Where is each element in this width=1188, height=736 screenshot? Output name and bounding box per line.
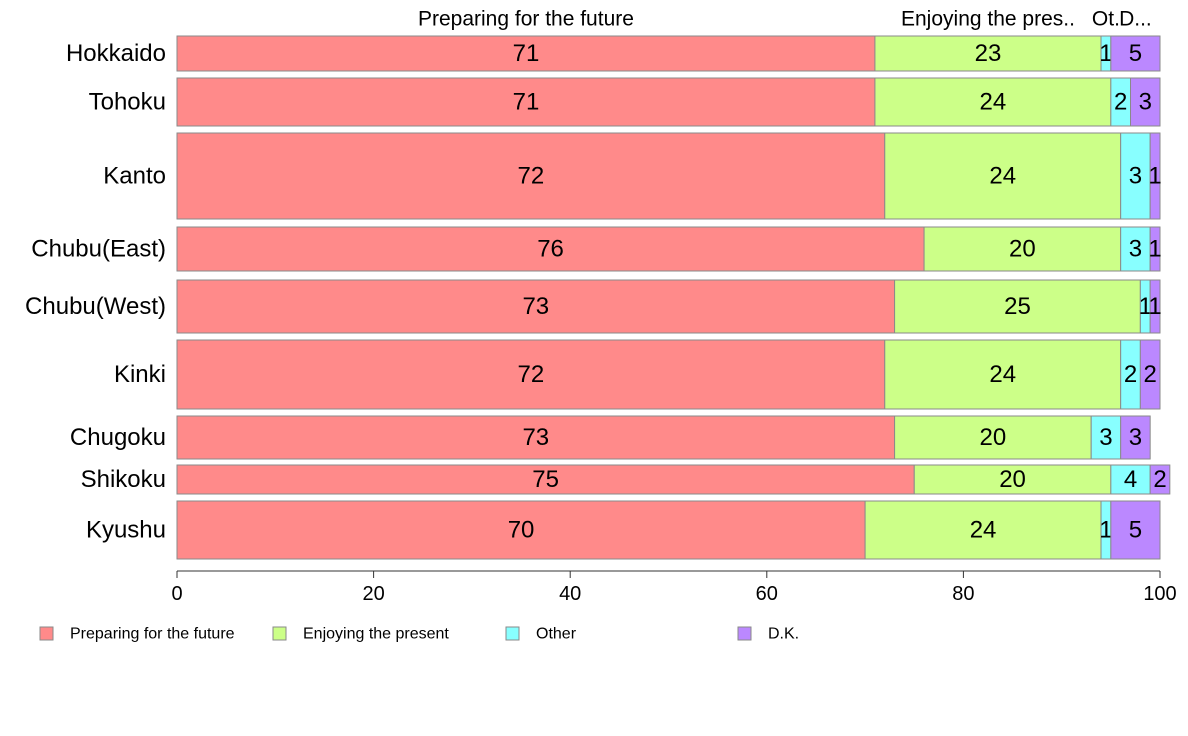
- data-label: 24: [970, 517, 997, 544]
- legend-swatch: [505, 626, 520, 641]
- bar-segment: [913, 464, 1112, 495]
- bar-segment: [176, 77, 876, 127]
- data-label: 23: [975, 40, 1002, 67]
- category-label: Kyushu: [86, 517, 166, 544]
- category-label: Tohoku: [89, 89, 166, 116]
- bar-segment: [1149, 226, 1161, 272]
- x-tick-label: 80: [952, 583, 974, 605]
- data-label: 3: [1099, 424, 1112, 451]
- data-label: 24: [989, 361, 1016, 388]
- category-label: Chubu(East): [31, 236, 166, 263]
- data-label: 2: [1124, 361, 1137, 388]
- x-tick-label: 0: [171, 583, 182, 605]
- data-label: 1: [1099, 40, 1112, 67]
- bar-segment: [874, 77, 1112, 127]
- bar-segment: [884, 339, 1122, 410]
- data-label: 72: [518, 361, 545, 388]
- data-label: 20: [980, 424, 1007, 451]
- bar-segment: [176, 132, 886, 220]
- data-label: 1: [1139, 293, 1152, 320]
- legend-label: Preparing for the future: [70, 626, 235, 643]
- data-label: 3: [1129, 424, 1142, 451]
- x-tick-label: 60: [756, 583, 778, 605]
- bar-segment: [1120, 415, 1151, 460]
- bar-segment: [1149, 132, 1161, 220]
- bar-segment: [1090, 415, 1122, 460]
- bar-segment: [1110, 35, 1161, 72]
- data-label: 2: [1153, 466, 1166, 493]
- top-column-label: D...: [1119, 8, 1152, 31]
- data-label: 2: [1143, 361, 1156, 388]
- legend-swatch: [39, 626, 54, 641]
- data-label: 70: [508, 517, 535, 544]
- data-label: 71: [513, 89, 540, 116]
- data-label: 72: [518, 163, 545, 190]
- bar-segment: [874, 35, 1102, 72]
- data-label: 3: [1129, 163, 1142, 190]
- data-label: 1: [1148, 293, 1161, 320]
- top-column-label: Preparing for the future: [418, 8, 634, 31]
- bar-segment: [894, 415, 1092, 460]
- data-label: 24: [980, 89, 1007, 116]
- category-label: Chubu(West): [25, 293, 166, 320]
- x-tick-label: 20: [362, 583, 384, 605]
- data-label: 76: [537, 236, 564, 263]
- data-label: 4: [1124, 466, 1137, 493]
- category-label: Chugoku: [70, 424, 166, 451]
- data-label: 1: [1099, 517, 1112, 544]
- data-label: 3: [1129, 236, 1142, 263]
- top-column-label: Enjoying the pres..: [901, 8, 1075, 31]
- data-label: 1: [1148, 236, 1161, 263]
- data-label: 75: [532, 466, 559, 493]
- data-label: 2: [1114, 89, 1127, 116]
- legend-swatch: [272, 626, 287, 641]
- category-label: Kanto: [103, 163, 166, 190]
- bar-segment: [1149, 279, 1161, 334]
- bar-segment: [1110, 500, 1161, 560]
- data-label: 5: [1129, 40, 1142, 67]
- data-label: 1: [1148, 163, 1161, 190]
- data-label: 73: [522, 293, 549, 320]
- bar-segment: [894, 279, 1141, 334]
- top-column-labels: Preparing for the future Enjoying the pre…: [418, 8, 1152, 31]
- data-label: 73: [522, 424, 549, 451]
- bar-segment: [884, 132, 1122, 220]
- data-label: 5: [1129, 517, 1142, 544]
- top-column-label: Ot.: [1092, 8, 1120, 31]
- data-label: 71: [513, 40, 540, 67]
- bar-segment: [1120, 226, 1151, 272]
- category-label: Kinki: [114, 361, 166, 388]
- legend-label: Enjoying the present: [303, 626, 449, 643]
- category-label: Hokkaido: [66, 40, 166, 67]
- legend-label: Other: [536, 626, 577, 643]
- category-labels: Hokkaido Tohoku Kanto Chubu(East) Chubu(West…: [25, 40, 166, 544]
- category-label: Shikoku: [81, 466, 166, 493]
- bar-segment: [176, 339, 886, 410]
- legend: Preparing for the future Enjoying the pre…: [39, 626, 799, 643]
- data-label: 25: [1004, 293, 1031, 320]
- bar-segment: [176, 279, 896, 334]
- data-label: 3: [1139, 89, 1152, 116]
- x-axis: 0 20 40 60 80 100: [171, 570, 1177, 605]
- bar-segment: [176, 35, 876, 72]
- bar-segment: [864, 500, 1102, 560]
- x-tick-label: 100: [1143, 583, 1176, 605]
- x-tick-label: 40: [559, 583, 581, 605]
- data-label: 20: [1009, 236, 1036, 263]
- data-label: 20: [999, 466, 1026, 493]
- bar-segment: [1139, 339, 1161, 410]
- bar-segment: [923, 226, 1122, 272]
- bar-segment: [1130, 77, 1161, 127]
- legend-label: D.K.: [768, 626, 799, 643]
- bar-segment: [176, 500, 866, 560]
- data-label: 24: [989, 163, 1016, 190]
- bar-segment: [1149, 464, 1171, 495]
- legend-swatch: [737, 626, 752, 641]
- bar-segment: [1120, 132, 1151, 220]
